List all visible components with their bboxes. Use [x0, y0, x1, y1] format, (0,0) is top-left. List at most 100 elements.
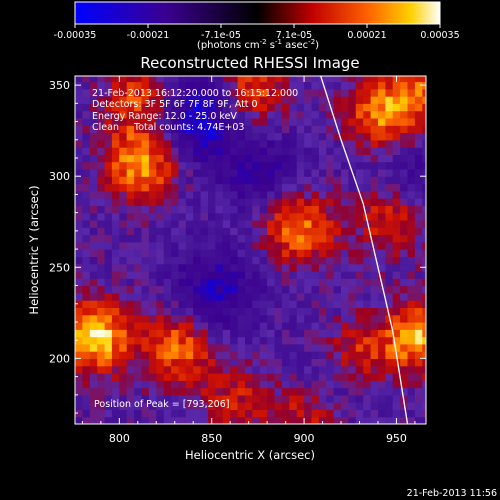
heatmap-cell [134, 336, 143, 345]
heatmap-cell [178, 285, 187, 294]
heatmap-cell [378, 409, 386, 418]
heatmap-cell [348, 271, 357, 279]
heatmap-cell [407, 198, 416, 206]
heatmap-cell [259, 271, 268, 279]
heatmap-cell [245, 212, 253, 221]
heatmap-cell [237, 132, 246, 141]
heatmap-cell [318, 96, 327, 104]
heatmap-cell [82, 336, 91, 345]
heatmap-cell [296, 183, 305, 192]
y-tick-label: 300 [49, 170, 70, 183]
heatmap-cell [304, 227, 313, 236]
heatmap-cell [348, 96, 357, 104]
heatmap-cell [363, 147, 372, 155]
heatmap-cell [215, 394, 224, 403]
heatmap-cell [289, 329, 298, 338]
heatmap-cell [134, 416, 143, 424]
heatmap-cell [82, 343, 91, 352]
heatmap-cell [215, 212, 224, 221]
heatmap-cell [267, 329, 276, 338]
heatmap-cell [97, 212, 106, 221]
heatmap-cell [252, 292, 261, 301]
heatmap-cell [245, 409, 253, 418]
heatmap-cell [230, 81, 239, 90]
heatmap-cell [148, 147, 157, 155]
heatmap-cell [230, 416, 239, 424]
heatmap-cell [230, 365, 239, 374]
heatmap-cell [370, 125, 379, 134]
heatmap-cell [156, 117, 165, 126]
heatmap-cell [245, 343, 253, 352]
heatmap-cell [89, 373, 98, 381]
heatmap-cell [178, 88, 187, 97]
heatmap-cell [185, 96, 194, 104]
heatmap-cell [400, 322, 409, 330]
heatmap-cell [274, 198, 283, 206]
heatmap-cell [259, 139, 268, 148]
heatmap-cell [400, 300, 409, 308]
heatmap-cell [326, 219, 335, 228]
peak-position-label: Position of Peak = [793,206] [94, 399, 229, 410]
heatmap-cell [82, 183, 91, 192]
heatmap-cell [171, 263, 180, 272]
heatmap-cell [119, 190, 128, 199]
heatmap-cell [333, 278, 342, 287]
heatmap-cell [326, 110, 335, 119]
heatmap-cell [400, 190, 409, 199]
heatmap-cell [237, 96, 246, 104]
heatmap-cell [119, 168, 128, 177]
heatmap-cell [311, 263, 320, 272]
heatmap-cell [75, 351, 83, 359]
heatmap-cell [141, 285, 150, 294]
heatmap-cell [245, 125, 253, 134]
heatmap-cell [407, 416, 416, 424]
heatmap-cell [341, 292, 349, 301]
heatmap-cell [355, 271, 364, 279]
heatmap-cell [341, 219, 349, 228]
heatmap-cell [363, 81, 372, 90]
heatmap-cell [171, 271, 180, 279]
heatmap-cell [237, 394, 246, 403]
heatmap-cell [326, 81, 335, 90]
heatmap-cell [400, 256, 409, 265]
heatmap-cell [148, 125, 157, 134]
heatmap-cell [230, 190, 239, 199]
heatmap-cell [318, 271, 327, 279]
heatmap-cell [222, 402, 231, 410]
heatmap-cell [267, 117, 276, 126]
heatmap-cell [222, 176, 231, 185]
heatmap-cell [111, 387, 120, 396]
heatmap-cell [104, 343, 113, 352]
colorbar-tick-label: 0.00035 [420, 30, 459, 41]
heatmap-cell [141, 241, 150, 250]
heatmap-cell [341, 212, 349, 221]
heatmap-cell [185, 256, 194, 265]
heatmap-cell [289, 300, 298, 308]
heatmap-cell [75, 103, 83, 112]
heatmap-cell [281, 219, 290, 228]
heatmap-cell [392, 154, 401, 163]
heatmap-cell [252, 198, 261, 206]
heatmap-cell [289, 219, 298, 228]
heatmap-cell [363, 190, 372, 199]
heatmap-cell [156, 307, 165, 316]
heatmap-cell [281, 336, 290, 345]
heatmap-cell [82, 96, 91, 104]
heatmap-cell [185, 147, 194, 155]
heatmap-cell [141, 96, 150, 104]
heatmap-cell [200, 387, 209, 396]
heatmap-cell [281, 292, 290, 301]
heatmap-cell [370, 314, 379, 323]
heatmap-cell [111, 351, 120, 359]
heatmap-cell [230, 380, 239, 389]
heatmap-cell [341, 300, 349, 308]
heatmap-cell [407, 351, 416, 359]
heatmap-cell [311, 154, 320, 163]
heatmap-cell [200, 190, 209, 199]
heatmap-cell [296, 81, 305, 90]
heatmap-cell [208, 314, 216, 323]
heatmap-cell [355, 373, 364, 381]
heatmap-cell [208, 205, 216, 214]
heatmap-cell [215, 198, 224, 206]
heatmap-cell [82, 285, 91, 294]
